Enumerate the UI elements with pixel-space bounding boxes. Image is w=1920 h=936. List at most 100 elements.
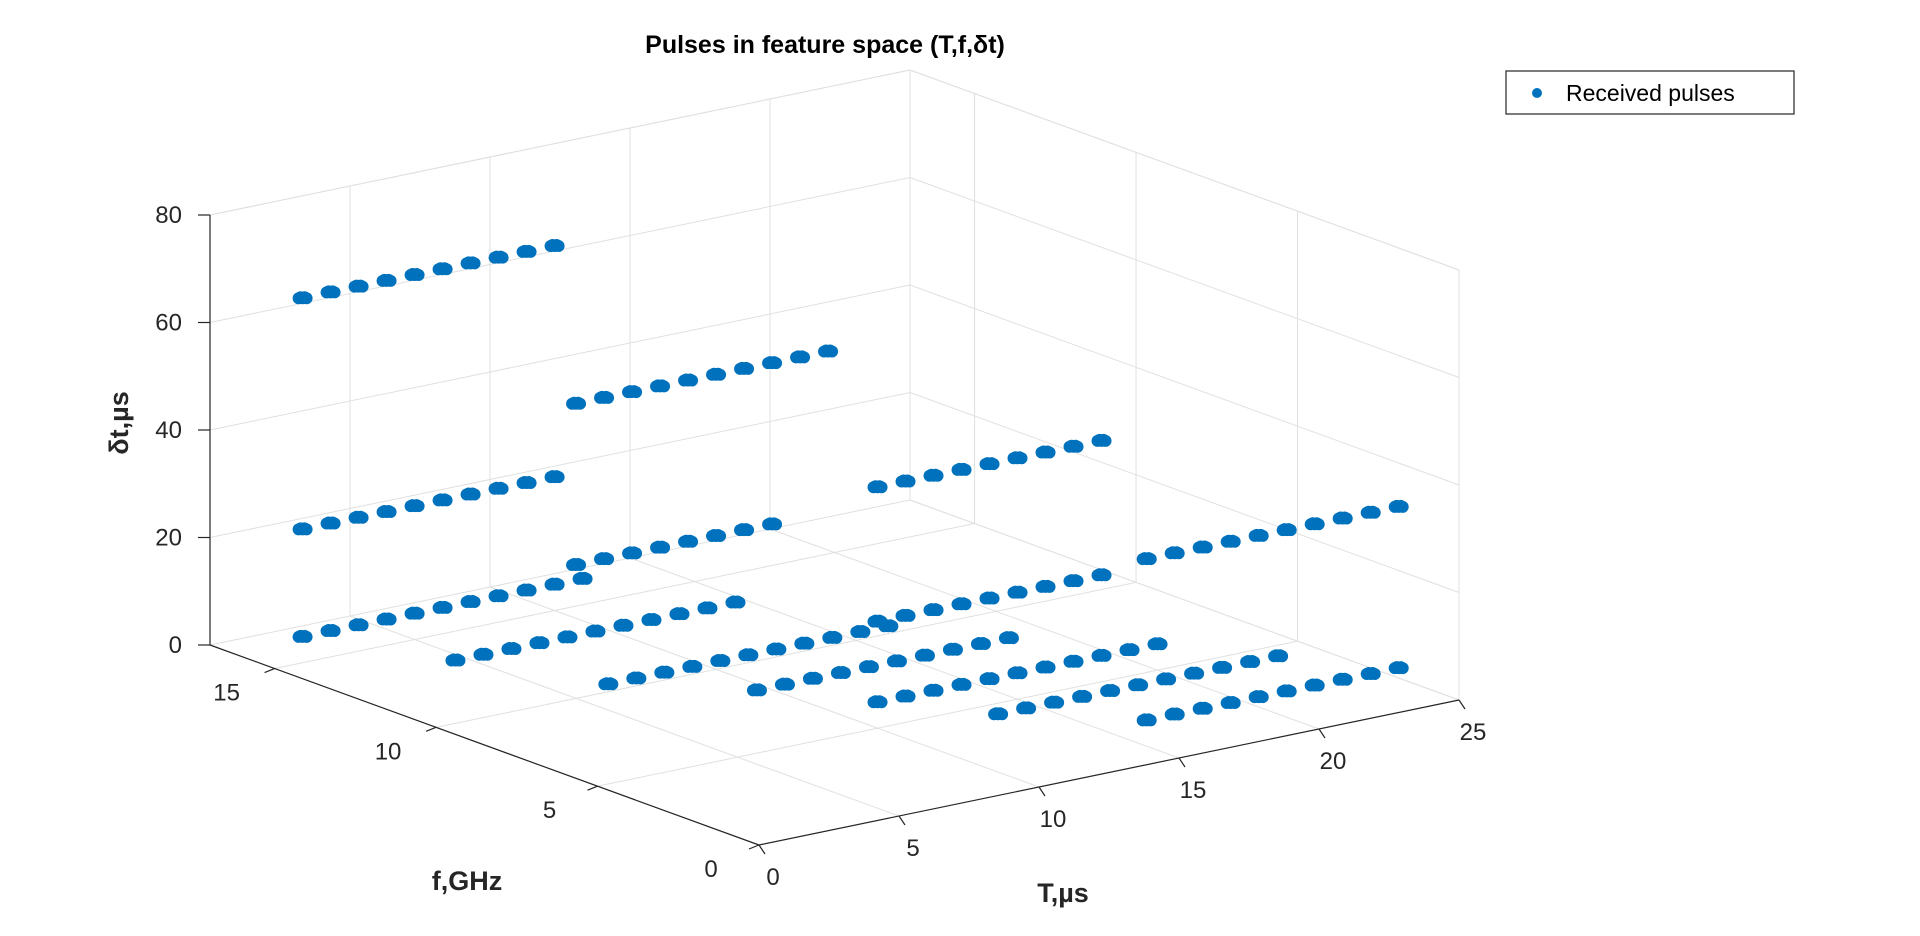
data-point xyxy=(802,637,815,650)
y-tick-label: 10 xyxy=(375,738,402,765)
z-tick-label: 0 xyxy=(169,632,182,659)
data-point xyxy=(1340,673,1353,686)
y-axis-label: f,GHz xyxy=(432,866,503,896)
data-point xyxy=(1071,440,1084,453)
data-point xyxy=(440,494,453,507)
data-point xyxy=(412,500,425,513)
data-point xyxy=(580,572,593,585)
y-tick-label: 5 xyxy=(543,797,556,824)
side-grid-line-z xyxy=(909,177,1460,378)
z-axis-label: δt,µs xyxy=(104,391,134,454)
data-point xyxy=(356,619,369,632)
legend[interactable]: Received pulses xyxy=(1505,70,1795,115)
y-tick-label: 0 xyxy=(704,856,717,883)
x-tick-label: 25 xyxy=(1460,719,1487,746)
y-tick-mark xyxy=(425,726,437,732)
data-point xyxy=(412,269,425,282)
data-point xyxy=(630,547,643,560)
data-point xyxy=(574,397,587,410)
data-point xyxy=(1276,650,1289,663)
data-point xyxy=(903,475,916,488)
data-point xyxy=(1024,702,1037,715)
data-point xyxy=(826,345,839,358)
data-point xyxy=(1312,679,1325,692)
x-tick-mark xyxy=(1458,699,1466,710)
data-point xyxy=(1312,518,1325,531)
data-point xyxy=(496,482,509,495)
data-point xyxy=(1200,541,1213,554)
x-tick-mark xyxy=(1178,757,1186,768)
data-point xyxy=(1396,500,1409,513)
data-point xyxy=(565,631,578,644)
data-point xyxy=(1006,632,1019,645)
data-point xyxy=(770,518,783,531)
data-point xyxy=(959,463,972,476)
data-point xyxy=(384,505,397,518)
data-point xyxy=(468,488,481,501)
data-point xyxy=(1256,529,1269,542)
grid-lines xyxy=(209,69,1460,846)
y-tick-mark xyxy=(264,667,275,674)
data-point xyxy=(1108,685,1121,698)
data-point xyxy=(903,690,916,703)
back-grid-line-z xyxy=(209,392,911,538)
data-point xyxy=(634,672,647,685)
data-point xyxy=(356,280,369,293)
side-grid-line-z xyxy=(909,284,1460,486)
data-point xyxy=(300,292,313,305)
data-point xyxy=(1043,580,1056,593)
data-point xyxy=(1144,714,1157,727)
data-point xyxy=(714,529,727,542)
data-point xyxy=(677,608,690,621)
data-point xyxy=(770,357,783,370)
data-point xyxy=(524,584,537,597)
legend-box xyxy=(1505,70,1795,115)
z-tick-label: 80 xyxy=(155,202,182,229)
data-point xyxy=(552,578,565,591)
x-tick-mark xyxy=(1318,728,1326,739)
data-point xyxy=(440,601,453,614)
data-point xyxy=(356,511,369,524)
y-tick-mark xyxy=(587,785,598,791)
data-point xyxy=(1015,452,1028,465)
data-point xyxy=(1220,661,1233,674)
data-point xyxy=(978,637,991,650)
data-point xyxy=(838,666,851,679)
z-tick-label: 60 xyxy=(155,310,182,337)
data-point xyxy=(496,251,509,264)
data-point xyxy=(931,604,944,617)
back-grid-line-z xyxy=(209,499,911,646)
data-point xyxy=(987,458,1000,471)
data-point xyxy=(886,620,899,633)
data-point xyxy=(1284,685,1297,698)
data-point xyxy=(328,625,341,638)
data-point xyxy=(782,678,795,691)
data-point xyxy=(686,374,699,387)
side-grid-line-z xyxy=(909,392,1460,593)
data-point xyxy=(1144,553,1157,566)
y-tick-label: 15 xyxy=(213,680,240,707)
x-tick-label: 0 xyxy=(766,864,779,891)
x-tick-label: 15 xyxy=(1180,777,1207,804)
data-point xyxy=(690,660,703,673)
data-point xyxy=(686,535,699,548)
data-point xyxy=(931,469,944,482)
y-axis-line xyxy=(209,644,760,846)
floor-grid-line-y xyxy=(274,523,975,670)
x-axis-line xyxy=(758,699,1460,846)
data-point xyxy=(1368,506,1381,519)
data-point xyxy=(714,368,727,381)
data-point xyxy=(662,666,675,679)
data-point xyxy=(1099,434,1112,447)
data-point xyxy=(658,541,671,554)
data-point xyxy=(602,553,615,566)
data-point xyxy=(468,596,481,609)
data-point xyxy=(1015,667,1028,680)
data-point xyxy=(1136,679,1149,692)
side-top-edge xyxy=(909,69,1460,271)
data-point xyxy=(1015,586,1028,599)
floor-grid-line-x xyxy=(349,615,900,817)
data-point xyxy=(742,362,755,375)
data-point xyxy=(481,648,494,661)
tick-labels: 0 5 10 15 20 25 0 5 10 15 0 20 40 60 80 xyxy=(155,202,1486,891)
